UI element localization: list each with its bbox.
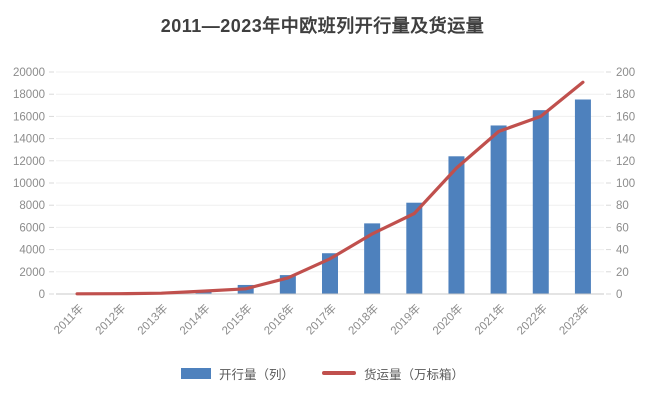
right-axis-tick-label: 180 bbox=[616, 89, 635, 101]
bar-2021年 bbox=[490, 125, 507, 295]
x-axis-tick-label: 2014年 bbox=[177, 301, 213, 337]
bar-2018年 bbox=[364, 223, 381, 294]
bar-2017年 bbox=[322, 253, 338, 294]
bar-2023年 bbox=[574, 99, 591, 295]
legend-item-bars: 开行量（列） bbox=[180, 364, 294, 383]
right-axis-tick-label: 100 bbox=[616, 178, 635, 190]
legend: 开行量（列） 货运量（万标箱） bbox=[0, 362, 645, 384]
x-axis-tick-label: 2016年 bbox=[261, 301, 297, 337]
right-axis-tick-label: 140 bbox=[616, 134, 635, 146]
left-axis-tick-label: 0 bbox=[39, 289, 45, 301]
right-axis-tick-label: 120 bbox=[616, 156, 635, 168]
bar-series-swatch bbox=[180, 367, 211, 379]
bar-2022年 bbox=[532, 110, 549, 294]
x-axis-tick-label: 2012年 bbox=[92, 301, 128, 337]
x-axis-tick-label: 2017年 bbox=[303, 301, 339, 337]
x-axis-tick-label: 2015年 bbox=[219, 301, 255, 337]
left-axis-tick-label: 20000 bbox=[13, 67, 45, 79]
bar-series-label: 开行量（列） bbox=[218, 367, 294, 382]
bar-2020年 bbox=[448, 156, 465, 294]
x-axis-tick-label: 2022年 bbox=[514, 301, 550, 337]
left-axis-tick-label: 14000 bbox=[13, 134, 45, 146]
line-series-swatch bbox=[322, 371, 356, 375]
x-axis-tick-label: 2018年 bbox=[345, 301, 381, 337]
x-axis-tick-label: 2020年 bbox=[429, 301, 465, 337]
x-axis-tick-label: 2023年 bbox=[556, 301, 592, 337]
x-axis-tick-label: 2011年 bbox=[51, 301, 87, 337]
cargo-volume-line bbox=[75, 80, 585, 296]
line-series-label: 货运量（万标箱） bbox=[364, 367, 465, 382]
left-axis-tick-label: 10000 bbox=[13, 178, 45, 190]
right-axis-tick-label: 0 bbox=[616, 289, 622, 301]
right-axis-tick-label: 200 bbox=[616, 67, 635, 79]
left-axis-tick-label: 18000 bbox=[13, 89, 45, 101]
left-axis-tick-label: 16000 bbox=[13, 111, 45, 123]
left-axis-tick-label: 12000 bbox=[13, 156, 45, 168]
right-axis-tick-label: 160 bbox=[616, 111, 635, 123]
legend-item-line: 货运量（万标箱） bbox=[322, 364, 464, 383]
left-axis-tick-label: 8000 bbox=[19, 200, 45, 212]
x-axis-tick-label: 2019年 bbox=[387, 301, 423, 337]
left-axis-tick-label: 4000 bbox=[19, 245, 45, 257]
right-axis-tick-label: 20 bbox=[616, 267, 629, 279]
x-axis-tick-label: 2021年 bbox=[472, 301, 508, 337]
left-axis-tick-label: 2000 bbox=[19, 267, 45, 279]
right-axis-tick-label: 40 bbox=[616, 245, 629, 257]
chart-title: 2011—2023年中欧班列开行量及货运量 bbox=[160, 16, 485, 36]
left-axis-tick-label: 6000 bbox=[19, 222, 45, 234]
bar-2019年 bbox=[406, 202, 423, 294]
right-axis-tick-label: 80 bbox=[616, 200, 629, 212]
x-axis-tick-label: 2013年 bbox=[134, 301, 170, 337]
right-axis-tick-label: 60 bbox=[616, 222, 629, 234]
